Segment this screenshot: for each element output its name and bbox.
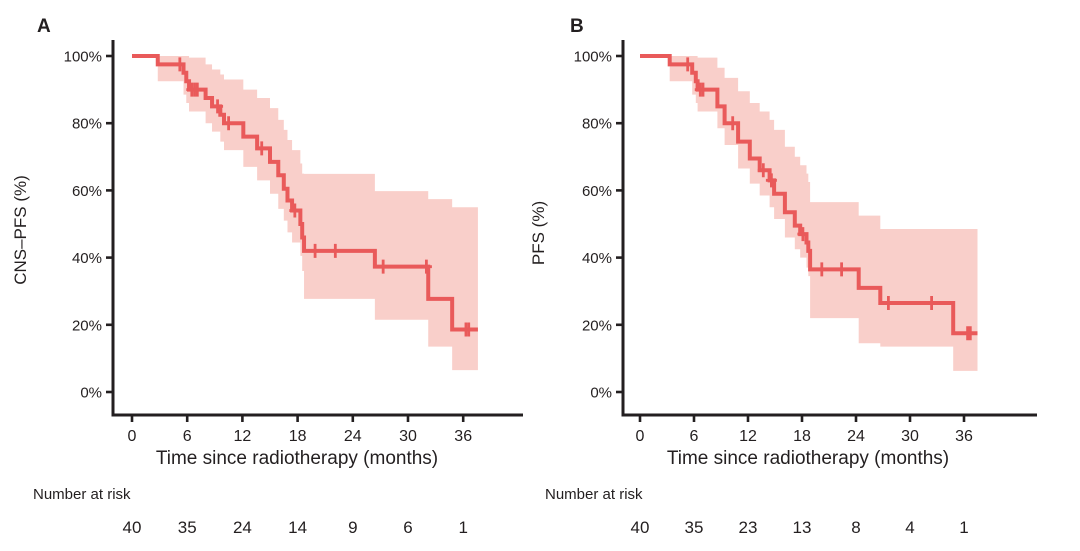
censor-mark: [757, 163, 769, 178]
panel-label-b: B: [570, 16, 584, 37]
y-tick-label: 60%: [582, 183, 612, 200]
risk-count: 6: [403, 518, 412, 537]
x-tick-label: 24: [344, 428, 362, 445]
risk-count: 4: [905, 518, 914, 537]
risk-table-header-b: Number at risk: [545, 486, 643, 503]
censor-mark: [420, 259, 432, 274]
panel-b: 100% 80% 60% 40% 20% 0% 0 6 12 18 24 30 36 40 35 23 13 8 4…: [529, 0, 1080, 551]
panel-label-a: A: [37, 16, 51, 37]
y-tick-label: 20%: [582, 317, 612, 334]
risk-count: 35: [178, 518, 197, 537]
x-axis-label-b: Time since radiotherapy (months): [666, 448, 950, 469]
censor-mark: [926, 295, 938, 310]
censor-mark: [191, 82, 203, 97]
risk-count: 9: [348, 518, 357, 537]
x-tick-label: 18: [793, 428, 811, 445]
censor-mark: [289, 203, 301, 218]
y-tick-label: 40%: [582, 250, 612, 267]
censor-mark: [816, 262, 828, 277]
x-tick-label: 12: [739, 428, 757, 445]
censor-mark: [309, 243, 321, 258]
x-tick-label: 12: [234, 428, 252, 445]
censor-mark: [377, 259, 389, 274]
risk-count: 1: [458, 518, 467, 537]
x-tick-label: 6: [690, 428, 699, 445]
censor-mark: [836, 262, 848, 277]
y-axis-label-a: CNS–PFS (%): [11, 175, 30, 285]
y-tick-label: 80%: [72, 116, 102, 133]
x-axis-label-a: Time since radiotherapy (months): [155, 448, 439, 469]
x-tick-label: 24: [847, 428, 865, 445]
km-plot-b: 100% 80% 60% 40% 20% 0% 0 6 12 18 24 30 36 40 35 23 13 8 4…: [574, 40, 1037, 537]
censor-mark: [964, 326, 976, 341]
y-tick-label: 0%: [80, 385, 102, 402]
risk-count: 8: [851, 518, 860, 537]
censor-mark: [797, 227, 809, 242]
y-tick-label: 60%: [72, 183, 102, 200]
risk-count: 23: [739, 518, 758, 537]
censor-mark: [697, 82, 709, 97]
censor-mark: [727, 116, 739, 131]
censor-mark: [174, 57, 186, 72]
confidence-band: [157, 56, 478, 371]
x-tick-label: 30: [399, 428, 417, 445]
censor-mark: [223, 116, 235, 131]
risk-table-header-a: Number at risk: [33, 486, 131, 503]
y-axis-label-b: PFS (%): [529, 200, 548, 266]
censor-mark: [329, 243, 341, 258]
risk-count: 1: [959, 518, 968, 537]
survival-curve: [132, 54, 478, 332]
risk-count: 35: [685, 518, 704, 537]
x-tick-label: 36: [454, 428, 472, 445]
censor-mark: [765, 173, 777, 188]
x-tick-label: 30: [901, 428, 919, 445]
y-tick-label: 100%: [574, 49, 612, 66]
risk-count: 13: [793, 518, 812, 537]
censor-mark: [256, 141, 268, 156]
x-tick-label: 0: [128, 428, 137, 445]
censor-mark: [463, 322, 475, 337]
y-tick-label: 0%: [590, 385, 612, 402]
y-tick-label: 20%: [72, 317, 102, 334]
y-tick-label: 100%: [64, 49, 102, 66]
censor-mark: [882, 295, 894, 310]
censor-mark: [212, 99, 224, 114]
risk-count: 40: [123, 518, 142, 537]
x-tick-label: 6: [183, 428, 192, 445]
x-tick-label: 0: [636, 428, 645, 445]
risk-count: 14: [288, 518, 307, 537]
axes: [621, 40, 1037, 417]
x-tick-label: 36: [955, 428, 973, 445]
y-tick-label: 80%: [582, 116, 612, 133]
confidence-band: [669, 56, 978, 371]
km-plot-a: 100% 80% 60% 40% 20% 0% 0 6 12 18 24 30 36 40 35 24 14 9 6…: [64, 40, 523, 537]
censor-mark: [682, 57, 694, 72]
risk-count: 40: [631, 518, 650, 537]
x-tick-label: 18: [289, 428, 307, 445]
y-tick-label: 40%: [72, 250, 102, 267]
panel-a: 100% 80% 60% 40% 20% 0% 0 6 12 18 24 30 36 40 35 24 14 9 6…: [11, 16, 523, 537]
axes: [111, 40, 523, 417]
risk-count: 24: [233, 518, 252, 537]
